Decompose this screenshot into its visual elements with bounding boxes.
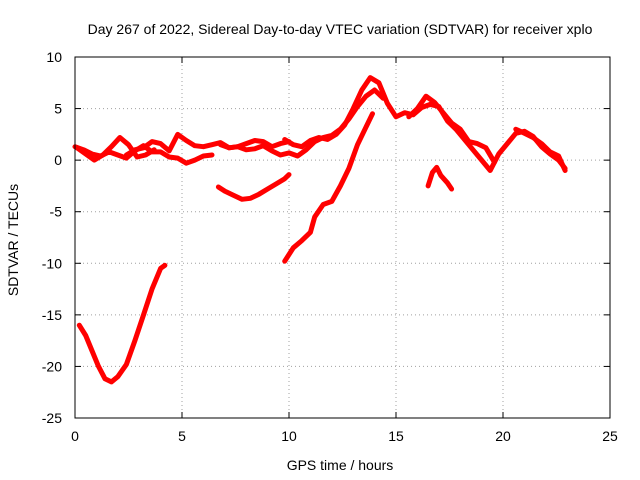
chart-title: Day 267 of 2022, Sidereal Day-to-day VTE…	[88, 21, 593, 37]
gridlines	[75, 57, 610, 418]
x-tick-label: 20	[495, 428, 511, 444]
y-tick-label: 5	[54, 101, 62, 117]
y-tick-label: -15	[42, 307, 62, 323]
series-line-arc-k	[425, 164, 455, 192]
y-tick-label: -25	[42, 410, 62, 426]
y-tick-label: -5	[50, 204, 63, 220]
series-line-arc-f	[406, 93, 497, 165]
x-axis-label: GPS time / hours	[287, 457, 394, 473]
x-tick-label: 0	[71, 428, 79, 444]
y-axis-label: SDTVAR / TECUs	[5, 184, 21, 296]
y-tick-label: -20	[42, 358, 62, 374]
data-series-group	[72, 75, 568, 385]
x-tick-label: 10	[281, 428, 297, 444]
y-tick-label: 0	[54, 152, 62, 168]
series-line-arc-j	[76, 262, 168, 385]
series-line-arc-h	[215, 172, 292, 202]
series-line-arc-g	[513, 126, 568, 173]
series-line-arc-b	[74, 135, 157, 163]
axis-ticks: 0 5 10 15 20 25 -25 -20 -15 -10 -5 0 5 10	[42, 49, 618, 444]
plot-frame	[74, 56, 611, 419]
y-tick-label: 10	[46, 49, 62, 65]
x-tick-label: 15	[388, 428, 404, 444]
x-tick-label: 25	[602, 428, 618, 444]
series-line-arc-e	[282, 75, 568, 173]
series-line-arc-d	[218, 87, 386, 159]
series-line-arc-c	[123, 131, 292, 158]
y-tick-label: -10	[42, 255, 62, 271]
series-line-arc-i	[282, 111, 375, 264]
x-tick-label: 5	[178, 428, 186, 444]
